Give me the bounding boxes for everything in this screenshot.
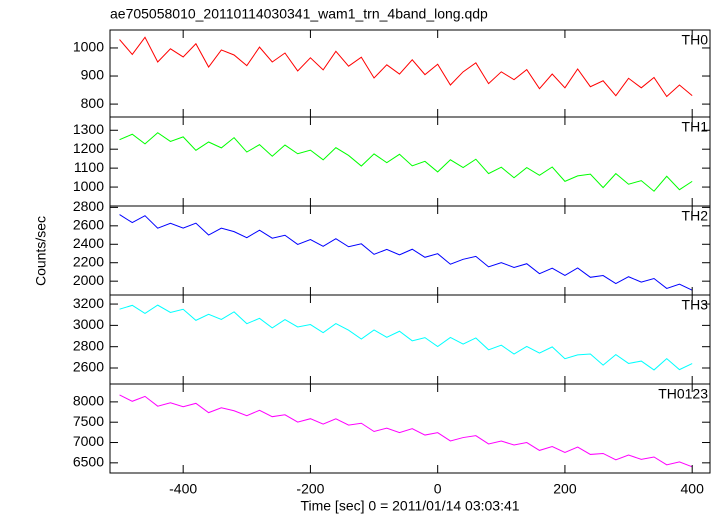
panel-label: TH2 (682, 208, 709, 224)
y-tick-label: 2000 (73, 272, 104, 288)
panel-label: TH0 (682, 32, 709, 48)
y-tick-label: 3000 (73, 316, 104, 332)
panel-label: TH1 (682, 119, 709, 135)
y-tick-label: 7500 (73, 413, 104, 429)
y-tick-label: 7000 (73, 433, 104, 449)
x-tick-label: 400 (681, 481, 705, 497)
y-axis-label: Counts/sec (33, 216, 49, 286)
data-line (119, 394, 693, 468)
y-tick-label: 2800 (73, 337, 104, 353)
y-tick-label: 2800 (73, 198, 104, 214)
data-line (119, 214, 693, 291)
y-tick-label: 1300 (73, 121, 104, 137)
panel-frame (109, 116, 711, 207)
y-tick-label: 1200 (73, 140, 104, 156)
y-tick-label: 2600 (73, 359, 104, 375)
y-tick-label: 8000 (73, 393, 104, 409)
y-tick-label: 2400 (73, 235, 104, 251)
chart-title: ae705058010_20110114030341_wam1_trn_4ban… (110, 6, 488, 22)
y-tick-label: 3200 (73, 295, 104, 311)
y-tick-label: 1000 (73, 39, 104, 55)
x-axis-label: Time [sec] 0 = 2011/01/14 03:03:41 (300, 498, 519, 514)
panel-label: TH3 (682, 297, 709, 313)
x-tick-label: -200 (296, 481, 324, 497)
data-line (119, 304, 693, 371)
x-tick-label: 200 (553, 481, 577, 497)
data-line (119, 36, 693, 98)
y-tick-label: 2200 (73, 253, 104, 269)
y-tick-label: 6500 (73, 454, 104, 470)
y-tick-label: 1100 (74, 159, 104, 175)
y-tick-label: 900 (81, 67, 105, 83)
panel-frame (109, 383, 711, 474)
x-tick-label: 0 (434, 481, 442, 497)
x-tick-label: -400 (169, 481, 197, 497)
y-tick-label: 800 (81, 95, 105, 111)
y-tick-label: 2600 (73, 217, 104, 233)
data-line (119, 132, 693, 192)
panel-label: TH0123 (658, 386, 708, 402)
panel-frame (109, 29, 711, 118)
y-tick-label: 1000 (73, 178, 104, 194)
